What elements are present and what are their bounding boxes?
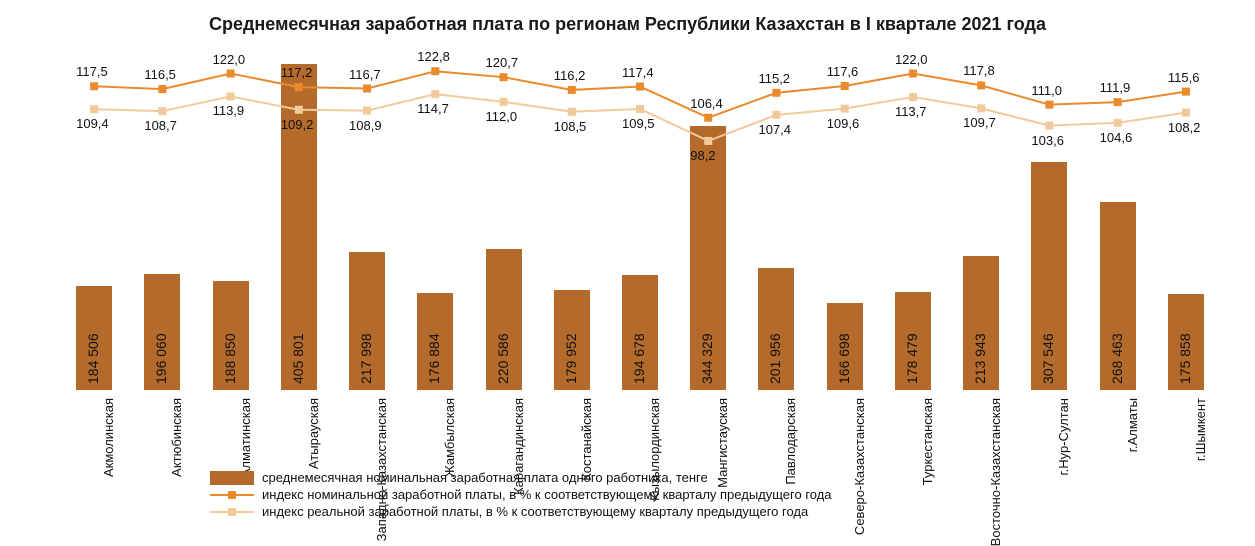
- category-label: Восточно-Казахстанская: [988, 398, 1003, 546]
- nominal-index-label: 111,9: [1100, 80, 1131, 95]
- real-index-label: 109,7: [963, 115, 996, 130]
- category-label: г.Нур-Султан: [1056, 398, 1071, 475]
- category-label: Атырауская: [306, 398, 321, 469]
- nominal-index-label: 117,6: [827, 64, 859, 79]
- labels-layer: 117,5109,4116,5108,7122,0113,9117,2109,2…: [60, 60, 1220, 390]
- legend-row-bar: среднемесячная номинальная заработная пл…: [210, 470, 832, 485]
- category-label: Алматинская: [238, 398, 253, 477]
- category-label: г.Шымкент: [1193, 398, 1208, 461]
- nominal-index-label: 120,7: [486, 55, 519, 70]
- legend-swatch-nominal: [210, 488, 254, 502]
- legend-label-bar: среднемесячная номинальная заработная пл…: [262, 470, 708, 485]
- real-index-label: 108,9: [349, 118, 382, 133]
- category-label: Актюбинская: [169, 398, 184, 477]
- real-index-label: 109,4: [76, 116, 109, 131]
- real-index-label: 107,4: [758, 122, 791, 137]
- plot-area: Акмолинская184 506Актюбинская196 060Алма…: [60, 60, 1220, 390]
- nominal-index-label: 116,7: [349, 67, 381, 82]
- nominal-index-label: 115,2: [758, 71, 790, 86]
- legend-swatch-real: [210, 505, 254, 519]
- nominal-index-label: 117,5: [76, 64, 108, 79]
- real-index-label: 104,6: [1100, 130, 1133, 145]
- nominal-index-label: 106,4: [690, 96, 723, 111]
- real-index-label: 112,0: [486, 109, 518, 124]
- category-label: г.Алматы: [1125, 398, 1140, 452]
- real-index-label: 109,6: [827, 116, 860, 131]
- nominal-index-label: 117,2: [281, 65, 313, 80]
- real-index-label: 113,9: [213, 103, 245, 118]
- real-index-label: 108,7: [144, 118, 177, 133]
- category-label: Жамбылская: [442, 398, 457, 477]
- real-index-label: 113,7: [895, 104, 927, 119]
- real-index-label: 108,5: [554, 119, 587, 134]
- legend-label-real: индекс реальной заработной платы, в % к …: [262, 504, 808, 519]
- legend-label-nominal: индекс номинальной заработной платы, в %…: [262, 487, 832, 502]
- real-index-label: 98,2: [690, 148, 715, 163]
- category-label: Туркестанская: [920, 398, 935, 485]
- real-index-label: 109,5: [622, 116, 655, 131]
- nominal-index-label: 122,0: [213, 52, 246, 67]
- nominal-index-label: 122,0: [895, 52, 928, 67]
- nominal-index-label: 117,4: [622, 65, 654, 80]
- legend: среднемесячная номинальная заработная пл…: [210, 468, 832, 519]
- real-index-label: 114,7: [417, 101, 449, 116]
- nominal-index-label: 115,6: [1168, 70, 1200, 85]
- nominal-index-label: 117,8: [963, 63, 995, 78]
- legend-row-real: индекс реальной заработной платы, в % к …: [210, 504, 832, 519]
- category-label: Северо-Казахстанская: [852, 398, 867, 535]
- chart-container: Среднемесячная заработная плата по регио…: [0, 0, 1255, 527]
- real-index-label: 109,2: [281, 117, 314, 132]
- nominal-index-label: 116,2: [554, 68, 586, 83]
- real-index-label: 103,6: [1031, 133, 1064, 148]
- nominal-index-label: 122,8: [417, 49, 450, 64]
- nominal-index-label: 111,0: [1031, 83, 1062, 98]
- legend-swatch-bar: [210, 471, 254, 485]
- category-label: Акмолинская: [101, 398, 116, 477]
- real-index-label: 108,2: [1168, 120, 1201, 135]
- nominal-index-label: 116,5: [144, 67, 176, 82]
- legend-row-nominal: индекс номинальной заработной платы, в %…: [210, 487, 832, 502]
- chart-title: Среднемесячная заработная плата по регио…: [0, 0, 1255, 35]
